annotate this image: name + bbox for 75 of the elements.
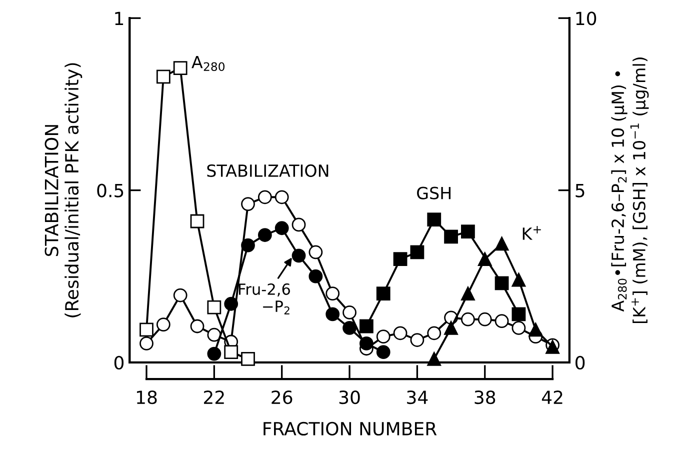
y-axis-title: STABILIZATION (Residual/initial PFK activity) <box>44 63 82 318</box>
point <box>292 248 306 263</box>
text: A$_{280}$•[Fru-2,6–P$_{2}$] x 10 (µM) • [K$^{+}$] (mM), [GSH] x 10$^{−1}$ (µg/ml) <box>611 58 649 323</box>
point <box>241 238 255 252</box>
point <box>494 276 509 290</box>
point <box>461 312 475 326</box>
point <box>140 336 154 350</box>
x-tick-label: 42 <box>542 390 562 404</box>
point <box>241 197 255 211</box>
point <box>224 345 238 360</box>
point <box>494 236 509 251</box>
point <box>427 352 442 366</box>
point <box>444 321 458 335</box>
point <box>410 245 424 260</box>
point <box>393 252 408 266</box>
point <box>274 190 289 204</box>
point <box>173 288 188 302</box>
point <box>376 286 390 300</box>
x-tick-label: 30 <box>339 390 360 404</box>
point <box>427 212 442 226</box>
point <box>292 218 306 232</box>
point <box>342 321 356 335</box>
point <box>512 321 526 335</box>
y-tick-label: 1 <box>115 12 124 25</box>
y-tick-label: 0 <box>114 356 124 370</box>
point <box>478 312 492 326</box>
point <box>173 61 188 75</box>
x-axis-title: FRACTION NUMBER <box>264 422 437 436</box>
point <box>224 296 238 311</box>
x-tick-label: 26 <box>272 390 292 404</box>
point <box>326 307 340 322</box>
point <box>512 307 526 322</box>
point <box>308 269 323 284</box>
point <box>376 345 390 360</box>
point <box>258 190 272 204</box>
point <box>393 326 408 340</box>
point <box>308 245 323 260</box>
point <box>360 336 374 350</box>
point <box>461 286 475 300</box>
x-tick-label: 22 <box>204 390 224 404</box>
point <box>207 300 222 314</box>
point <box>360 319 374 334</box>
x-tick-label: 38 <box>474 390 496 404</box>
y-tick-label: 0.5 <box>97 184 124 198</box>
point <box>427 326 442 340</box>
point <box>241 352 255 366</box>
y2-tick-label: 0 <box>576 356 585 370</box>
annotation: GSH <box>417 186 450 200</box>
x-tick-label: 18 <box>136 390 157 404</box>
y2-tick-label: 5 <box>576 184 584 198</box>
point <box>478 252 492 266</box>
annotation: K$^{+}$ <box>522 226 541 240</box>
point <box>190 319 204 334</box>
point <box>156 70 170 84</box>
point <box>326 286 340 300</box>
point <box>512 272 526 287</box>
point <box>258 228 272 242</box>
point <box>410 333 424 347</box>
annotation: STABILIZATION <box>207 164 328 177</box>
point <box>190 214 204 228</box>
point <box>274 221 289 236</box>
x-tick-label: 34 <box>407 390 428 404</box>
point <box>207 328 222 342</box>
point <box>140 322 154 337</box>
point <box>156 318 170 332</box>
point <box>461 224 475 239</box>
point <box>376 330 390 344</box>
point <box>528 322 543 337</box>
annotation: A$_{280}$ <box>192 56 224 72</box>
y2-tick-label: 10 <box>576 12 596 26</box>
annotation: Fru-2,6 −P$_{2}$ <box>238 283 290 314</box>
point <box>342 306 356 320</box>
point <box>494 314 509 328</box>
point <box>207 346 222 361</box>
point <box>444 230 458 244</box>
